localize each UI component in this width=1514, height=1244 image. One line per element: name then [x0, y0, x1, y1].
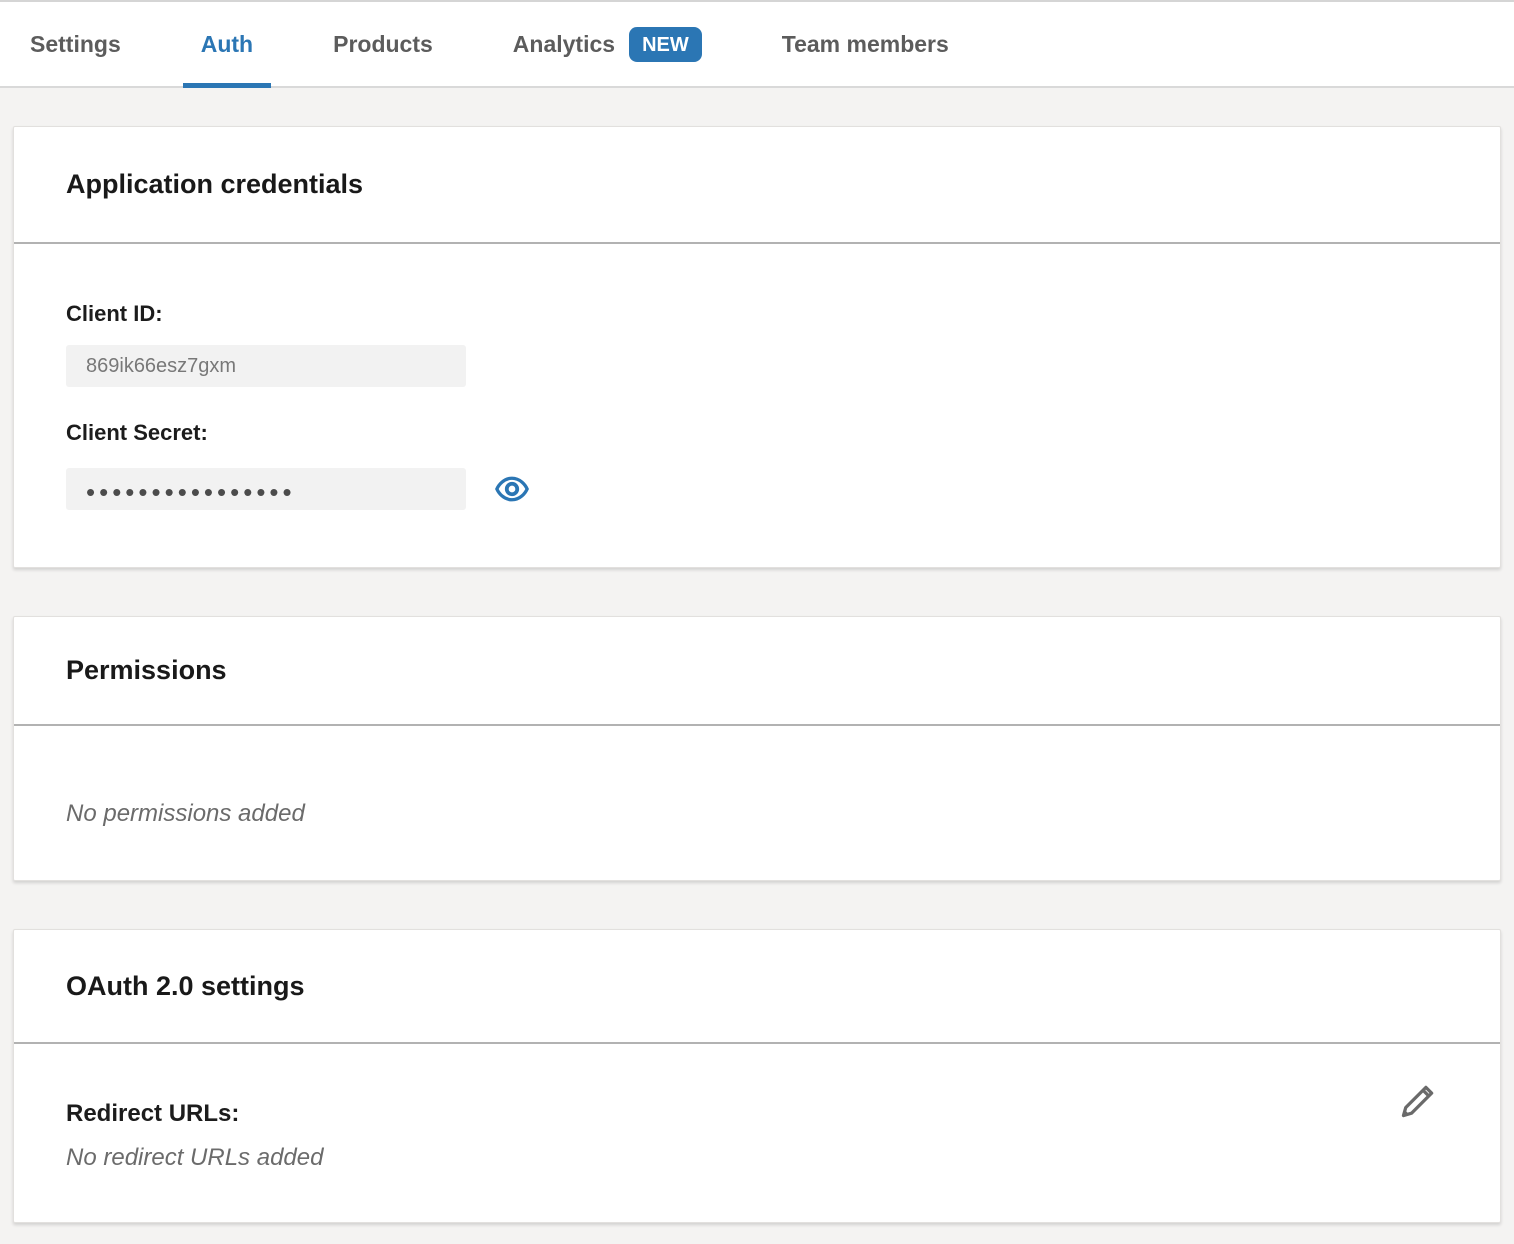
new-badge: NEW	[629, 26, 702, 62]
no-redirect-urls-text: No redirect URLs added	[66, 1144, 324, 1171]
tab-team-members-label: Team members	[781, 30, 949, 57]
edit-redirect-urls-button[interactable]	[1396, 1077, 1442, 1123]
permissions-card: Permissions No permissions added	[13, 616, 1501, 881]
tab-products[interactable]: Products	[333, 2, 433, 86]
application-credentials-card: Application credentials Client ID: 869ik…	[13, 126, 1501, 568]
client-secret-label: Client Secret:	[66, 420, 208, 445]
client-id-label: Client ID:	[66, 301, 163, 326]
permissions-title: Permissions	[66, 655, 227, 685]
oauth-settings-body: Redirect URLs: No redirect URLs added	[14, 1044, 1500, 1222]
client-secret-masked-value: ••••••••••••••••	[86, 476, 296, 507]
client-id-value: 869ik66esz7gxm	[86, 354, 237, 377]
tab-analytics-label: Analytics	[512, 30, 616, 57]
application-credentials-body: Client ID: 869ik66esz7gxm Client Secret:…	[14, 244, 1500, 567]
tab-settings-label: Settings	[30, 30, 121, 57]
client-secret-field[interactable]: ••••••••••••••••	[66, 468, 466, 510]
oauth-settings-header: OAuth 2.0 settings	[14, 930, 1500, 1044]
pencil-icon	[1396, 1077, 1442, 1123]
permissions-body: No permissions added	[14, 726, 1500, 880]
reveal-secret-button[interactable]	[494, 473, 530, 505]
tab-auth-label: Auth	[200, 30, 254, 57]
tab-products-label: Products	[333, 30, 433, 57]
application-credentials-header: Application credentials	[14, 127, 1500, 244]
tab-analytics[interactable]: Analytics NEW	[513, 2, 702, 86]
oauth-settings-title: OAuth 2.0 settings	[66, 970, 305, 1001]
tab-settings[interactable]: Settings	[30, 2, 121, 86]
no-permissions-text: No permissions added	[66, 800, 305, 827]
eye-icon	[494, 473, 530, 505]
auth-page: Application credentials Client ID: 869ik…	[0, 126, 1514, 1223]
oauth-settings-card: OAuth 2.0 settings Redirect URLs: No red…	[13, 929, 1501, 1223]
application-credentials-title: Application credentials	[66, 169, 364, 199]
tab-team-members[interactable]: Team members	[782, 2, 949, 86]
tab-auth[interactable]: Auth	[182, 2, 272, 88]
permissions-header: Permissions	[14, 617, 1500, 726]
tab-bar: Settings Auth Products Analytics NEW Tea…	[0, 0, 1514, 88]
client-secret-row: ••••••••••••••••	[66, 468, 1448, 510]
client-id-field[interactable]: 869ik66esz7gxm	[66, 345, 466, 387]
redirect-urls-label: Redirect URLs:	[66, 1100, 240, 1127]
